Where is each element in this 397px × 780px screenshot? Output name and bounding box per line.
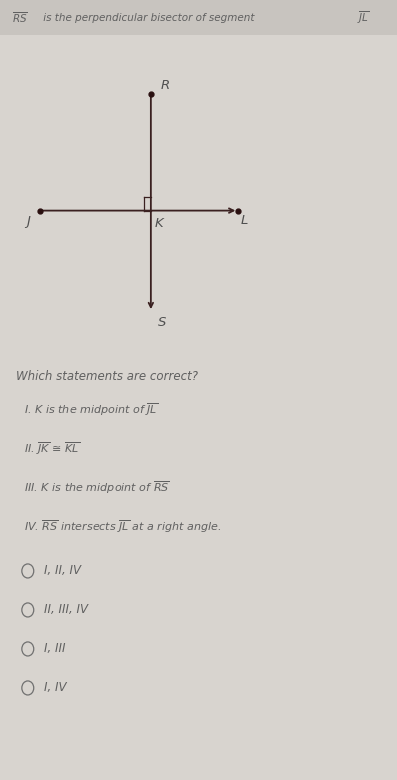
- Text: K: K: [155, 217, 164, 230]
- Text: R: R: [161, 79, 170, 92]
- Text: I, III: I, III: [44, 643, 65, 655]
- Text: $\overline{RS}$: $\overline{RS}$: [12, 10, 28, 25]
- Text: II. $\overline{JK}$ ≅ $\overline{KL}$: II. $\overline{JK}$ ≅ $\overline{KL}$: [24, 441, 80, 457]
- Text: I, II, IV: I, II, IV: [44, 565, 81, 577]
- Text: L: L: [240, 215, 248, 228]
- Text: IV. $\overline{RS}$ intersects $\overline{JL}$ at a right angle.: IV. $\overline{RS}$ intersects $\overlin…: [24, 519, 221, 535]
- Text: I. K is the midpoint of $\overline{JL}$: I. K is the midpoint of $\overline{JL}$: [24, 402, 158, 418]
- Text: II, III, IV: II, III, IV: [44, 604, 88, 616]
- Text: is the perpendicular bisector of segment: is the perpendicular bisector of segment: [40, 12, 254, 23]
- Text: III. K is the midpoint of $\overline{RS}$: III. K is the midpoint of $\overline{RS}…: [24, 480, 170, 496]
- Text: Which statements are correct?: Which statements are correct?: [16, 370, 198, 384]
- Text: I, IV: I, IV: [44, 682, 66, 694]
- FancyBboxPatch shape: [0, 0, 397, 35]
- Text: $\overline{JL}$: $\overline{JL}$: [357, 9, 370, 26]
- Text: S: S: [158, 316, 166, 329]
- Text: J: J: [26, 215, 30, 228]
